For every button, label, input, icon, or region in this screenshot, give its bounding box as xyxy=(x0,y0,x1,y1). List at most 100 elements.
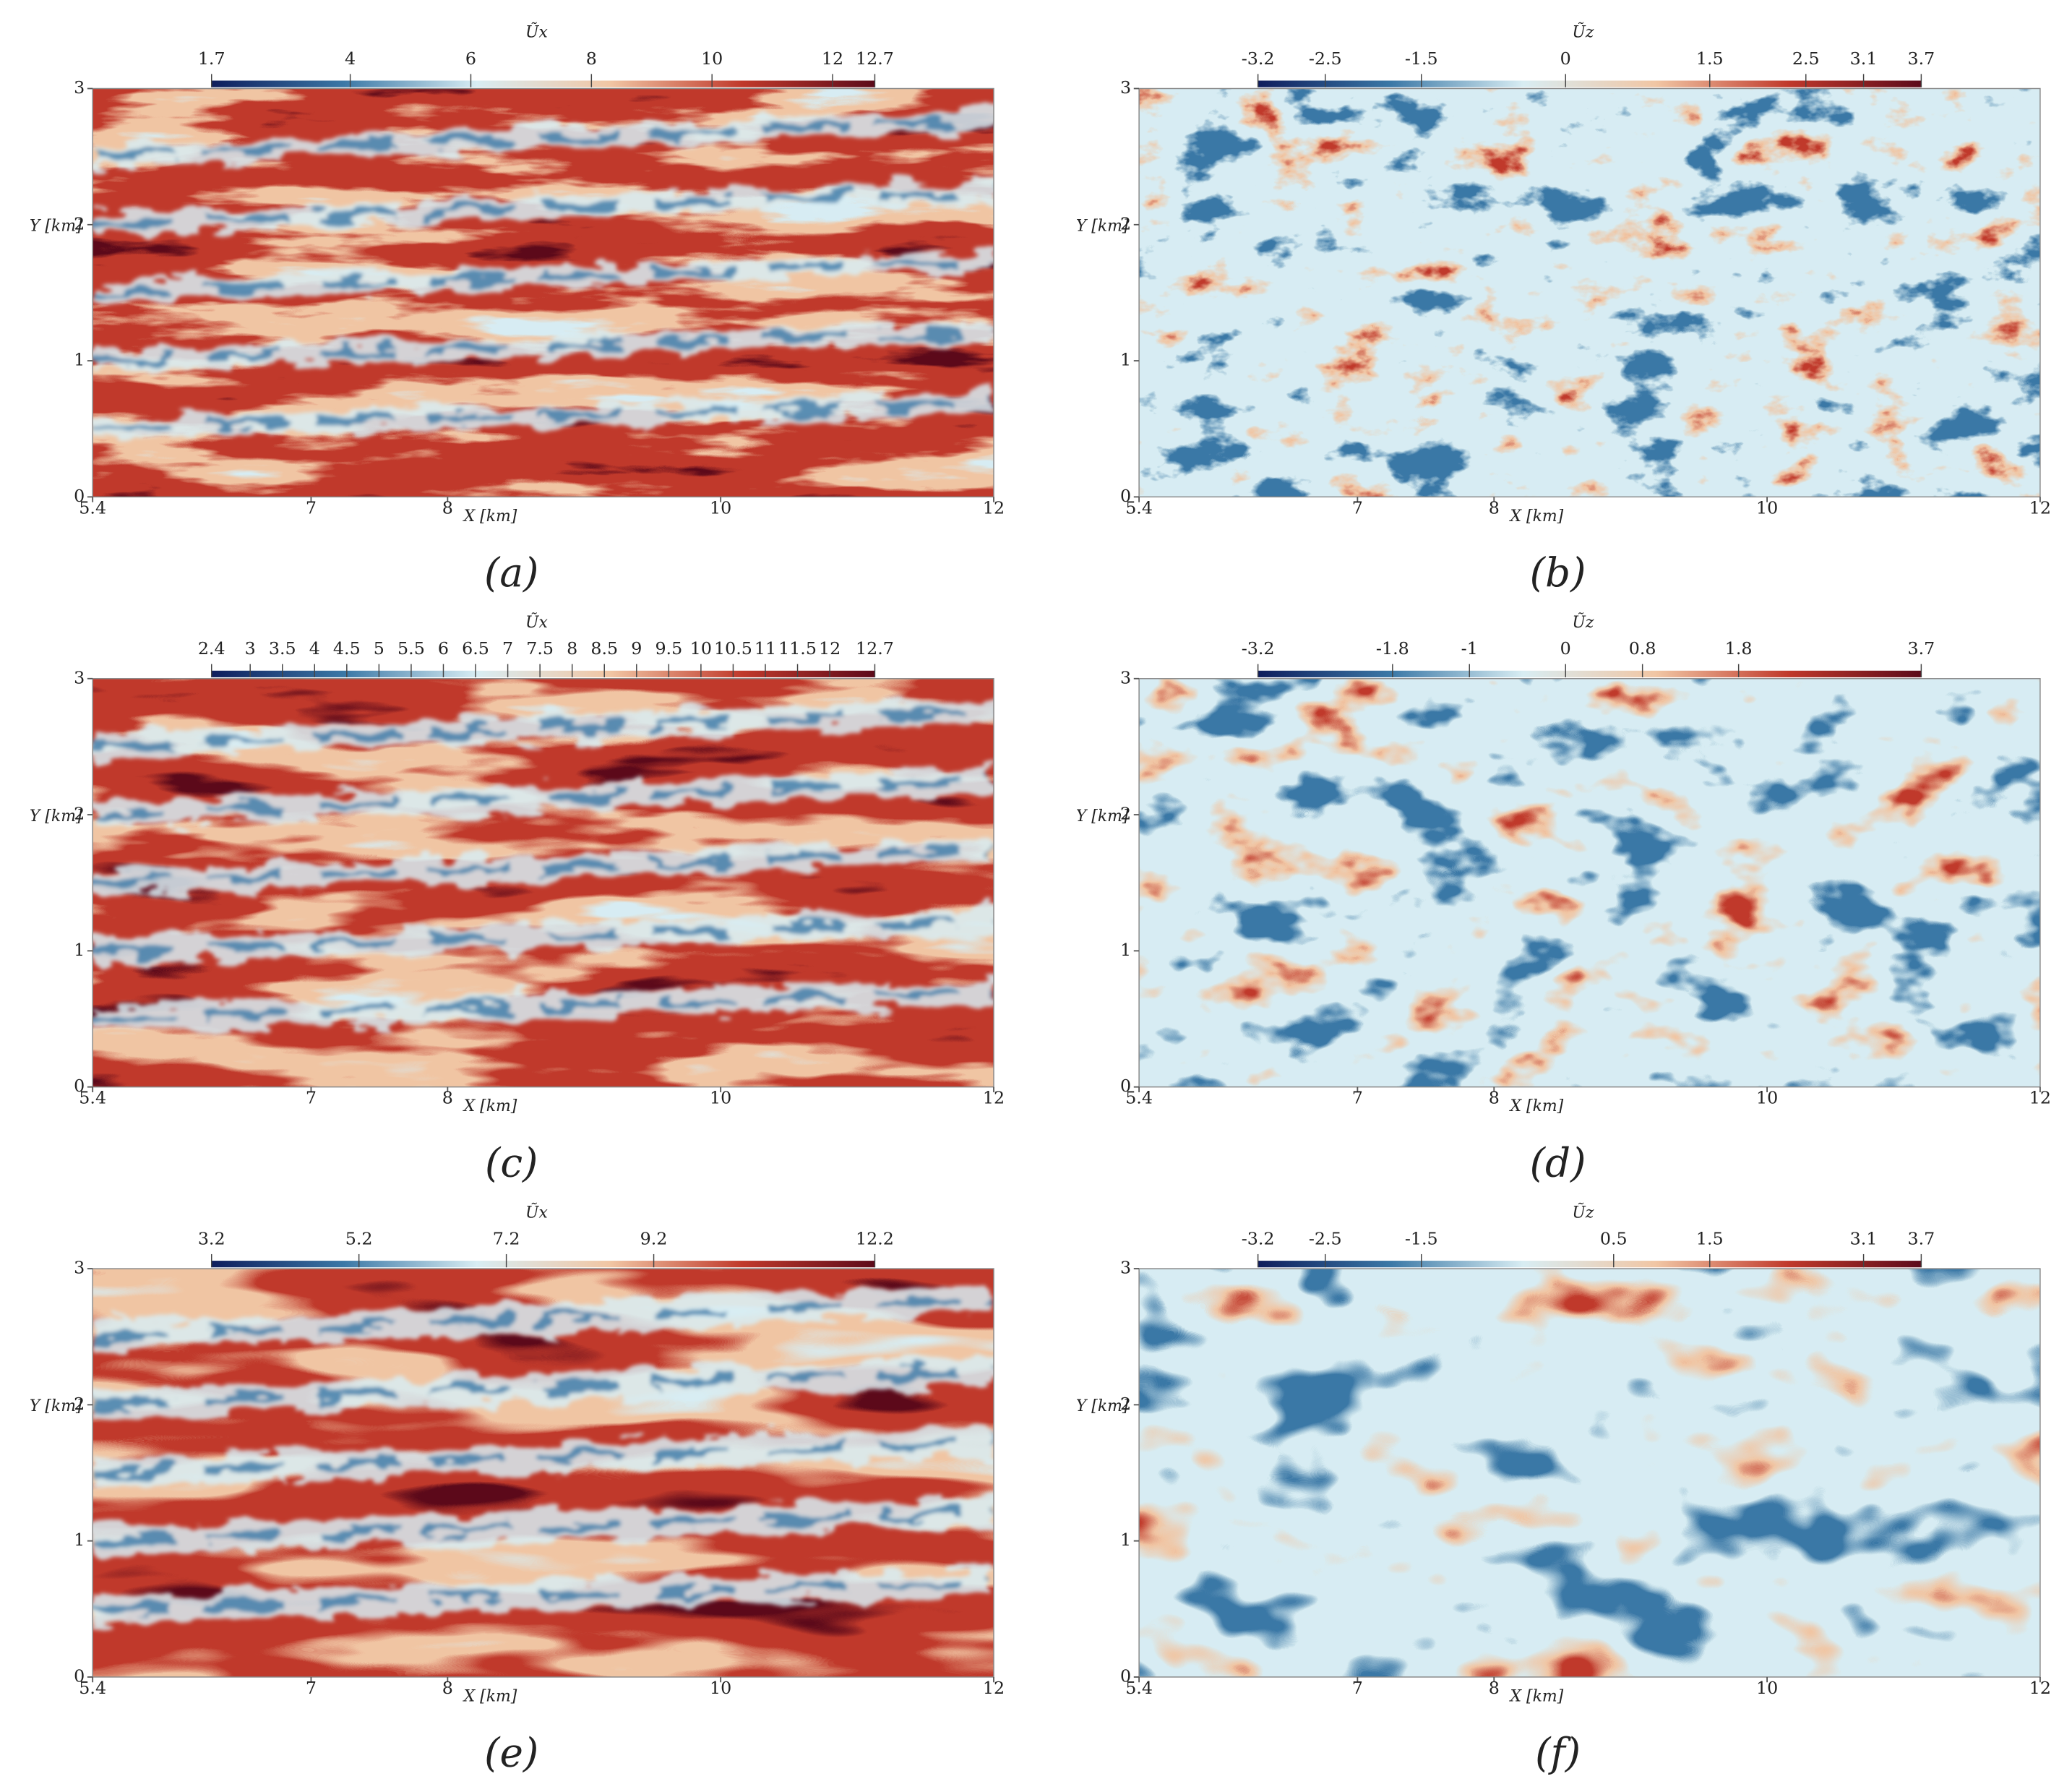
colorbar-tick-label: -2.5 xyxy=(1309,48,1342,69)
colorbar-tick-label: 5.5 xyxy=(397,638,425,659)
colorbar xyxy=(211,1261,875,1268)
colorbar-tick-label: 9.5 xyxy=(655,638,682,659)
colorbar-tick-label: -1.5 xyxy=(1405,1228,1438,1248)
plot-frame xyxy=(92,87,994,498)
y-tick-label: 0 xyxy=(1120,1076,1131,1096)
y-tick-label: 3 xyxy=(1120,667,1131,687)
colorbar-tick-label: -3.2 xyxy=(1242,1228,1275,1248)
colorbar-tick-label: -3.2 xyxy=(1242,48,1275,69)
colorbar-tick-label: -2.5 xyxy=(1309,1228,1342,1248)
field-image xyxy=(1139,1269,2040,1677)
colorbar-tick-label: 3 xyxy=(245,638,256,659)
colorbar-tick-label: 6.5 xyxy=(462,638,489,659)
colorbar-tick-label: 3.5 xyxy=(269,638,296,659)
x-tick-label: 7 xyxy=(306,1678,317,1698)
panel-label: (d) xyxy=(1530,1139,1586,1186)
panel-label: (e) xyxy=(484,1730,538,1776)
colorbar-tick-label: 5.2 xyxy=(345,1228,373,1248)
x-tick-label: 8 xyxy=(1489,1678,1500,1698)
x-tick-label: 7 xyxy=(306,1088,317,1108)
colorbar-tick-label: 10.5 xyxy=(714,638,752,659)
y-axis-label: Y [km] xyxy=(1076,218,1129,236)
y-tick-label: 0 xyxy=(74,486,85,506)
field xyxy=(1139,678,2040,1087)
colorbar-tick-label: 12 xyxy=(819,638,841,659)
x-tick-label: 12 xyxy=(2029,1088,2051,1108)
y-tick-label: 2 xyxy=(74,213,85,233)
y-tick-label: 0 xyxy=(1120,1665,1131,1686)
x-axis-label: X [km] xyxy=(1508,1687,1563,1705)
colorbar-tick-label: 1.5 xyxy=(1696,48,1724,69)
x-tick-label: 8 xyxy=(442,1678,453,1698)
colorbar-tick-label: -1.5 xyxy=(1405,48,1438,69)
y-tick-label: 1 xyxy=(1120,1530,1131,1550)
streak-core xyxy=(93,257,994,297)
y-tick-label: 0 xyxy=(74,1076,85,1096)
x-axis-label: X [km] xyxy=(1508,1097,1563,1115)
y-tick-label: 2 xyxy=(1120,1394,1131,1414)
y-tick-label: 2 xyxy=(1120,213,1131,233)
y-tick-label: 0 xyxy=(1120,486,1131,506)
streak-core xyxy=(93,846,994,887)
colorbar-label: Ũz xyxy=(1572,22,1594,42)
y-tick-label: 1 xyxy=(74,940,85,960)
field xyxy=(1139,88,2040,497)
colorbar-label: Ũz xyxy=(1572,1201,1594,1222)
colorbar-tick-label: -3.2 xyxy=(1242,638,1275,659)
y-axis-label: Y [km] xyxy=(30,807,82,826)
streak-core xyxy=(93,1295,994,1341)
x-tick-label: 7 xyxy=(1352,497,1363,518)
plot-frame xyxy=(1138,678,2041,1088)
x-tick-label: 8 xyxy=(442,497,453,518)
x-tick-label: 12 xyxy=(983,497,1005,518)
colorbar xyxy=(1258,80,1922,87)
x-tick-label: 5.4 xyxy=(1125,1088,1153,1108)
colorbar-tick-label: 3.7 xyxy=(1907,638,1935,659)
colorbar-tick-label: 2.4 xyxy=(198,638,225,659)
colorbar-tick-label: 8 xyxy=(567,638,577,659)
y-axis-label: Y [km] xyxy=(1076,1397,1129,1415)
colorbar-label: Ũx xyxy=(525,612,548,632)
wake-streaks xyxy=(93,108,994,440)
field-image xyxy=(1139,88,2040,497)
streak-core xyxy=(93,327,994,365)
colorbar xyxy=(211,80,875,87)
plot-frame xyxy=(1138,87,2041,498)
wake-streaks xyxy=(93,697,994,1032)
colorbar-label: Ũx xyxy=(525,1201,548,1222)
y-tick-label: 1 xyxy=(1120,350,1131,370)
panel-label: (a) xyxy=(484,549,538,596)
x-tick-label: 12 xyxy=(2029,497,2051,518)
x-axis-label: X [km] xyxy=(463,1097,517,1115)
colorbar-tick-label: 8.5 xyxy=(590,638,618,659)
colorbar-tick-label: 1.7 xyxy=(198,48,225,69)
field xyxy=(1139,1269,2040,1677)
colorbar-tick-label: -1 xyxy=(1461,638,1478,659)
streak-core xyxy=(93,917,994,955)
colorbar-tick-label: 11 xyxy=(755,638,776,659)
y-tick-label: 1 xyxy=(1120,940,1131,960)
field xyxy=(93,1269,994,1677)
x-tick-label: 10 xyxy=(710,1678,731,1698)
streak-core xyxy=(93,706,994,751)
colorbar-tick-label: 7 xyxy=(502,638,513,659)
colorbar-tick-label: 3.7 xyxy=(1907,48,1935,69)
y-tick-label: 2 xyxy=(1120,804,1131,824)
x-tick-label: 10 xyxy=(710,497,731,518)
colorbar-tick-label: 3.7 xyxy=(1907,1228,1935,1248)
y-axis-label: Y [km] xyxy=(1076,807,1129,826)
field xyxy=(93,678,994,1087)
streak-core xyxy=(93,115,994,161)
colorbar-tick-label: 8 xyxy=(586,48,597,69)
colorbar-tick-label: 4 xyxy=(309,638,320,659)
field xyxy=(93,88,994,497)
colorbar-tick-label: -1.8 xyxy=(1376,638,1409,659)
plot-frame xyxy=(92,1268,994,1678)
y-tick-label: 2 xyxy=(74,804,85,824)
plot-frame xyxy=(92,678,994,1088)
